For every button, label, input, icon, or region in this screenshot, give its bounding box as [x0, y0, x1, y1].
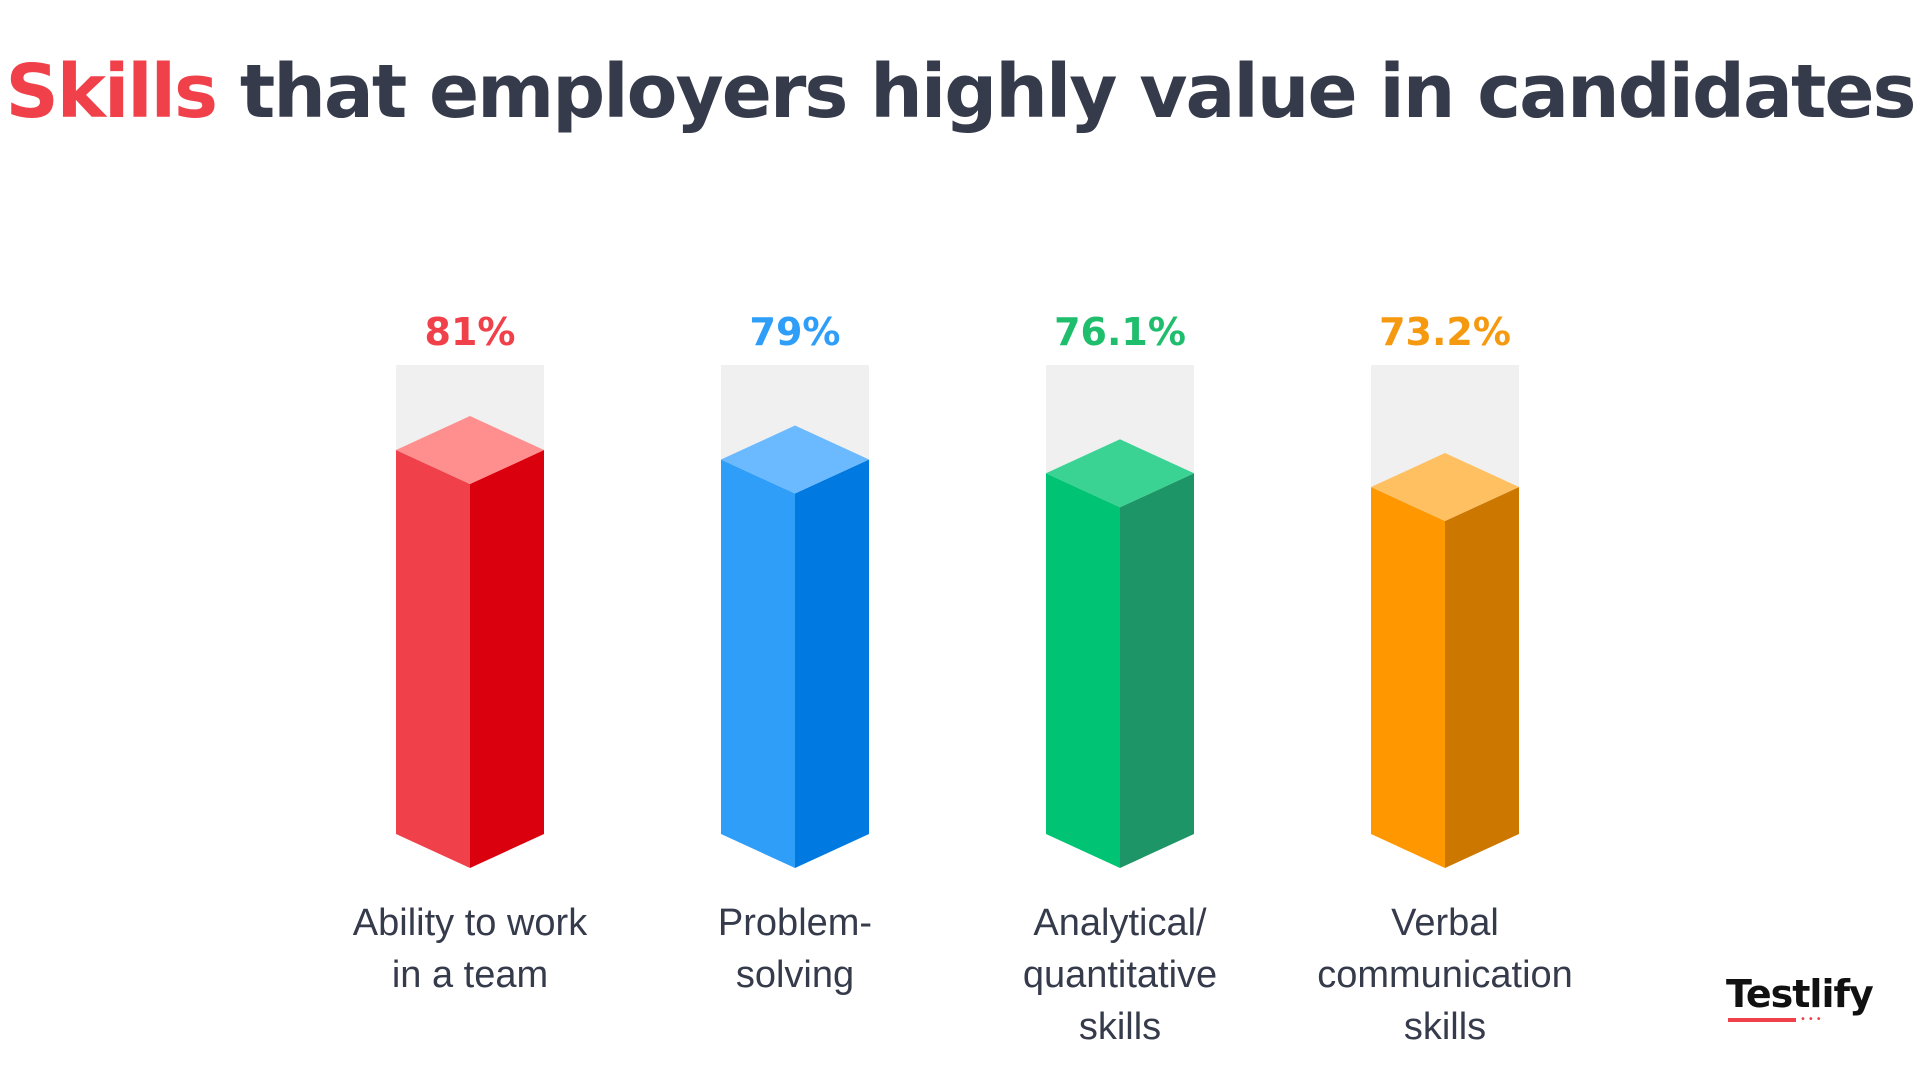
bar-front-face: [721, 459, 795, 868]
chart-title: Skills that employers highly value in ca…: [0, 42, 1920, 142]
category-label: Ability to work in a team: [353, 902, 588, 996]
bar-side-face: [1120, 473, 1194, 868]
bar-side-face: [470, 450, 544, 868]
chart-title-accent: Skills: [5, 49, 218, 135]
bar-front-face: [396, 450, 470, 868]
bar-top-face: [396, 416, 544, 485]
bar-side-face: [795, 459, 869, 868]
bar-group-2: 79% Problem-solving: [718, 310, 872, 996]
data-label: 79%: [750, 310, 841, 354]
testlify-logo: Testlify: [1726, 972, 1874, 1016]
bar-side-face: [1445, 487, 1519, 868]
bar-group-1: 81% Ability to work in a team: [353, 310, 588, 996]
category-label: Problem-solving: [718, 902, 872, 996]
bar-group-4: 73.2% Verbal communication skills: [1317, 310, 1573, 1048]
bar-top-face: [1046, 439, 1194, 508]
bar-top-face: [1371, 453, 1519, 522]
bar-front-face: [1046, 473, 1120, 868]
data-label: 73.2%: [1379, 310, 1511, 354]
logo-dots: •••: [1800, 1014, 1824, 1025]
chart-title-rest: that employers highly value in candidate…: [216, 49, 1917, 135]
bar-group-3: 76.1% Analytical/quantitative skills: [1023, 310, 1217, 1048]
bar-front-face: [1371, 487, 1445, 868]
data-label: 81%: [425, 310, 516, 354]
category-label: Verbal communication skills: [1317, 902, 1573, 1048]
category-label: Analytical/quantitative skills: [1023, 902, 1217, 1048]
bar-top-face: [721, 425, 869, 494]
logo-underline: [1728, 1018, 1796, 1022]
data-label: 76.1%: [1054, 310, 1186, 354]
